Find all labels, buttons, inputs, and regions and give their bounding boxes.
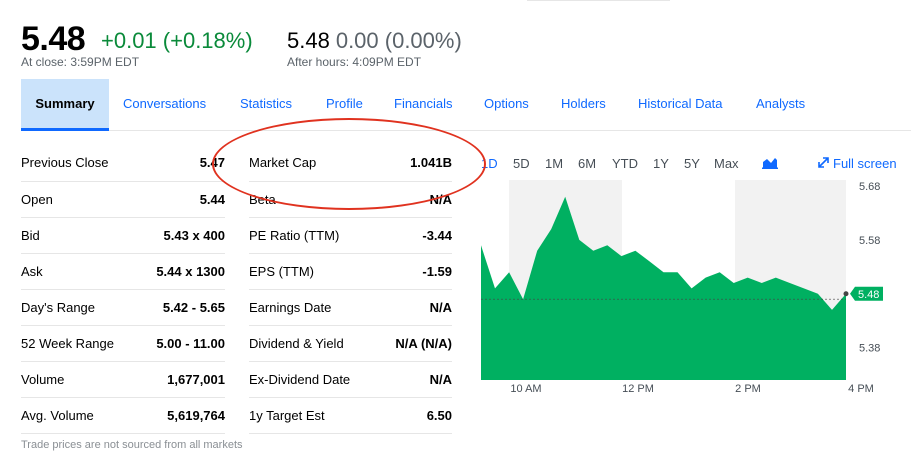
table-row: Ask 5.44 x 1300 (21, 253, 225, 290)
stat-value: 5.43 x 400 (138, 217, 225, 254)
stat-label: Previous Close (21, 145, 139, 182)
stat-label: Beta (249, 181, 380, 218)
table-row: Bid 5.43 x 400 (21, 217, 225, 254)
range-1m[interactable]: 1M (545, 156, 564, 171)
stat-label: Volume (21, 361, 139, 398)
table-row: 52 Week Range 5.00 - 11.00 (21, 325, 225, 362)
stat-label: 1y Target Est (249, 397, 380, 434)
footnote: Trade prices are not sourced from all ma… (21, 439, 243, 451)
stat-value: N/A (379, 181, 452, 218)
after-hours-time-label: After hours: 4:09PM EDT (287, 55, 422, 69)
after-hours-change: 0.00 (0.00%) (335, 28, 462, 53)
stat-value: 1,677,001 (138, 361, 225, 398)
stat-label: Day's Range (21, 289, 139, 326)
price-change: +0.01 (+0.18%) (101, 28, 253, 53)
tab-conversations[interactable]: Conversations (123, 96, 207, 111)
full-screen-label: Full screen (833, 156, 897, 171)
price-tag-box (850, 286, 883, 301)
table-row: Day's Range 5.42 - 5.65 (21, 289, 225, 326)
stat-label: Ask (21, 253, 139, 290)
stat-value: 5.00 - 11.00 (138, 325, 225, 362)
tab-statistics[interactable]: Statistics (240, 96, 293, 111)
summary-stats-right: Market Cap 1.041B Beta N/A PE Ratio (TTM) -… (249, 145, 452, 434)
quote-nav-tabs: Summary Conversations Statistics Profile… (21, 79, 911, 131)
summary-stats-left: Previous Close 5.47 Open 5.44 Bid 5.43 x 40… (21, 145, 225, 434)
stat-value: 1.041B (379, 145, 452, 182)
range-6m[interactable]: 6M (578, 156, 597, 171)
stat-label: 52 Week Range (21, 325, 139, 362)
last-price: 5.48 (21, 20, 86, 58)
tab-analysts[interactable]: Analysts (756, 96, 806, 111)
stat-label: Open (21, 181, 139, 218)
y-axis-tick-label: 5.58 (859, 235, 880, 247)
stat-value: 5,619,764 (138, 397, 225, 434)
stat-label: PE Ratio (TTM) (249, 217, 380, 254)
last-price-tag: 5.48 (843, 286, 883, 301)
stat-value: -3.44 (379, 217, 452, 254)
x-axis-tick-label: 12 PM (622, 383, 654, 395)
last-price-dot (843, 291, 849, 297)
range-ytd[interactable]: YTD (612, 156, 638, 171)
range-5y[interactable]: 5Y (684, 156, 700, 171)
tab-profile[interactable]: Profile (326, 96, 363, 111)
top-divider (527, 0, 670, 1)
stat-value: N/A (379, 289, 452, 326)
after-hours-quote: 5.48 0.00 (0.00%) (287, 28, 462, 54)
stat-label: Earnings Date (249, 289, 380, 326)
range-1y[interactable]: 1Y (653, 156, 669, 171)
x-axis-tick-label: 10 AM (510, 383, 541, 395)
stat-label: Ex-Dividend Date (249, 361, 380, 398)
stat-label: Bid (21, 217, 139, 254)
tab-summary[interactable]: Summary (21, 79, 109, 131)
table-row: Previous Close 5.47 (21, 145, 225, 182)
table-row: Open 5.44 (21, 181, 225, 218)
after-hours-price: 5.48 (287, 28, 330, 53)
table-row: Dividend & Yield N/A (N/A) (249, 325, 452, 362)
range-1d[interactable]: 1D (481, 156, 498, 171)
stat-value: -1.59 (379, 253, 452, 290)
stat-label: Market Cap (249, 145, 380, 182)
stat-value: N/A (379, 361, 452, 398)
table-row: PE Ratio (TTM) -3.44 (249, 217, 452, 254)
stat-value: 5.47 (138, 145, 225, 182)
area-chart-icon[interactable] (762, 157, 778, 172)
x-axis-tick-label: 2 PM (735, 383, 761, 395)
range-max[interactable]: Max (714, 156, 739, 171)
tab-historical-data[interactable]: Historical Data (638, 96, 723, 111)
table-row: Avg. Volume 5,619,764 (21, 397, 225, 434)
table-row: Market Cap 1.041B (249, 145, 452, 182)
stat-value: 5.44 x 1300 (138, 253, 225, 290)
price-tag-label: 5.48 (858, 289, 879, 301)
close-time-label: At close: 3:59PM EDT (21, 55, 140, 69)
y-axis-tick-label: 5.38 (859, 343, 880, 355)
stat-value: 5.42 - 5.65 (138, 289, 225, 326)
range-5d[interactable]: 5D (513, 156, 530, 171)
price-area (481, 196, 846, 380)
expand-arrows-icon (818, 156, 829, 171)
y-axis-tick-label: 5.68 (859, 181, 880, 193)
stat-value: N/A (N/A) (379, 325, 452, 362)
tab-financials[interactable]: Financials (394, 96, 453, 111)
table-row: Beta N/A (249, 181, 452, 218)
table-row: 1y Target Est 6.50 (249, 397, 452, 434)
table-row: EPS (TTM) -1.59 (249, 253, 452, 290)
full-screen-button[interactable]: Full screen (818, 156, 897, 171)
stat-label: Avg. Volume (21, 397, 139, 434)
stat-label: EPS (TTM) (249, 253, 380, 290)
tab-holders[interactable]: Holders (561, 96, 606, 111)
tab-options[interactable]: Options (484, 96, 529, 111)
stat-value: 5.44 (138, 181, 225, 218)
stat-value: 6.50 (379, 397, 452, 434)
x-axis-tick-label: 4 PM (848, 383, 874, 395)
table-row: Ex-Dividend Date N/A (249, 361, 452, 398)
table-row: Earnings Date N/A (249, 289, 452, 326)
table-row: Volume 1,677,001 (21, 361, 225, 398)
stat-label: Dividend & Yield (249, 325, 380, 362)
